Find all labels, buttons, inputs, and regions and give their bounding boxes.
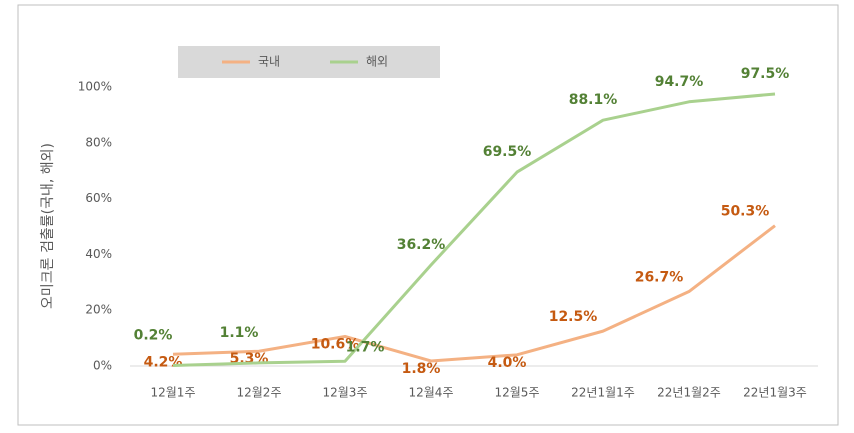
value-label: 4.2% bbox=[144, 354, 183, 370]
value-label: 50.3% bbox=[721, 204, 770, 220]
y-tick-label: 40% bbox=[85, 247, 112, 261]
y-tick-label: 0% bbox=[93, 359, 112, 373]
value-label: 4.0% bbox=[488, 355, 527, 371]
x-tick-label: 12월4주 bbox=[409, 386, 454, 400]
series-line bbox=[172, 224, 776, 363]
value-label: 1.8% bbox=[402, 361, 441, 377]
value-label: 12.5% bbox=[549, 309, 598, 325]
value-label: 88.1% bbox=[569, 92, 618, 108]
value-label: 97.5% bbox=[741, 66, 790, 82]
value-label: 1.1% bbox=[220, 325, 259, 341]
y-tick-label: 20% bbox=[85, 303, 112, 317]
x-tick-label: 12월5주 bbox=[495, 386, 540, 400]
value-label: 1.7% bbox=[346, 339, 385, 355]
legend-box bbox=[178, 46, 440, 78]
x-tick-label: 12월3주 bbox=[323, 386, 368, 400]
legend-label: 해외 bbox=[366, 55, 388, 69]
x-tick-label: 22년1월1주 bbox=[571, 386, 635, 400]
x-tick-label: 22년1월2주 bbox=[657, 386, 721, 400]
y-tick-label: 80% bbox=[85, 135, 112, 149]
value-label: 10.6% bbox=[311, 336, 360, 352]
x-tick-label: 12월1주 bbox=[151, 386, 196, 400]
value-label: 94.7% bbox=[655, 74, 704, 90]
series-line bbox=[172, 92, 776, 367]
x-tick-label: 12월2주 bbox=[237, 386, 282, 400]
y-tick-label: 100% bbox=[78, 80, 112, 94]
y-tick-label: 60% bbox=[85, 191, 112, 205]
y-axis-label: 오미크론 검출률(국내, 해외) bbox=[40, 143, 56, 309]
value-label: 36.2% bbox=[397, 237, 446, 253]
value-label: 69.5% bbox=[483, 144, 532, 160]
value-label: 26.7% bbox=[635, 270, 684, 286]
x-tick-label: 22년1월3주 bbox=[743, 386, 807, 400]
legend-label: 국내 bbox=[258, 55, 280, 69]
value-label: 0.2% bbox=[134, 327, 173, 343]
